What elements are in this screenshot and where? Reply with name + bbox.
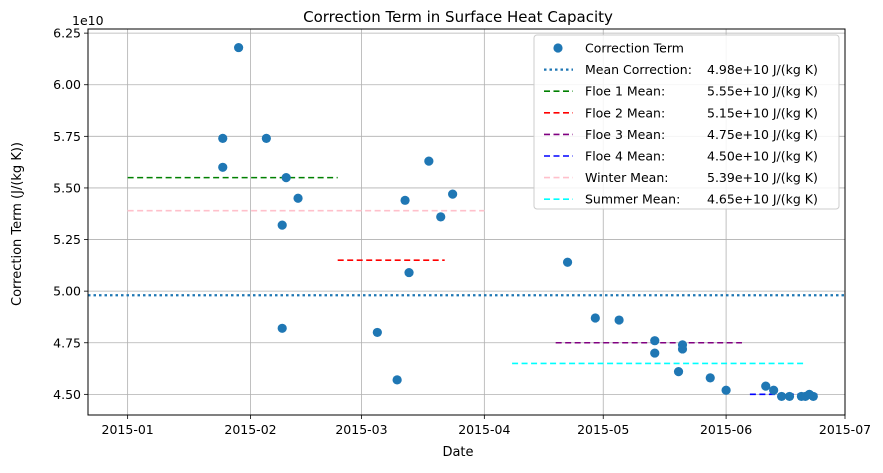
x-tick-label: 2015-07 (819, 422, 871, 437)
y-tick-label: 5.75 (53, 129, 81, 144)
legend-label: Summer Mean: (585, 192, 680, 207)
y-tick-label: 5.50 (53, 180, 81, 195)
mean-lines (88, 176, 845, 396)
data-point (400, 195, 410, 205)
y-tick-label: 4.75 (53, 335, 81, 350)
data-point (650, 336, 660, 346)
x-tick-label: 2015-02 (224, 422, 276, 437)
x-tick-label: 2015-01 (102, 422, 154, 437)
y-axis-label: Correction Term (J/(kg K)) (10, 142, 25, 306)
y-tick-label: 6.25 (53, 26, 81, 41)
data-point (590, 313, 600, 323)
y-tick-label: 4.50 (53, 387, 81, 402)
plot-frame (87, 28, 846, 416)
data-point (776, 391, 787, 402)
data-point (614, 315, 624, 325)
x-tick-label: 2015-04 (458, 422, 510, 437)
data-point (562, 257, 573, 267)
legend-value: 4.75e+10 J/(kg K) (707, 127, 818, 142)
data-point (392, 375, 402, 385)
legend-marker (553, 43, 563, 53)
data-point (436, 212, 446, 222)
data-points (218, 42, 818, 402)
x-axis-label: Date (442, 445, 473, 460)
legend-label: Winter Mean: (585, 170, 668, 185)
data-point (769, 385, 779, 395)
legend-label: Floe 3 Mean: (585, 127, 665, 142)
data-point (424, 156, 434, 166)
data-point (293, 193, 303, 203)
legend-label: Floe 2 Mean: (585, 105, 665, 120)
data-point (277, 323, 287, 333)
data-point (218, 133, 228, 144)
data-point (234, 42, 244, 53)
legend-value: 5.39e+10 J/(kg K) (707, 170, 818, 185)
data-point (218, 162, 228, 172)
legend-value: 4.98e+10 J/(kg K) (707, 62, 818, 77)
legend-value: 4.50e+10 J/(kg K) (707, 149, 818, 164)
data-point (784, 391, 795, 402)
data-point (277, 220, 287, 230)
data-point (650, 348, 660, 358)
data-point (721, 385, 731, 395)
data-point (673, 367, 684, 377)
x-tick-label: 2015-06 (700, 422, 752, 437)
y-tick-label: 6.00 (53, 77, 81, 92)
legend-box (533, 34, 840, 210)
data-point (261, 133, 271, 144)
data-point (281, 173, 291, 183)
data-point (404, 267, 414, 278)
legend-value: 5.55e+10 J/(kg K) (707, 84, 818, 99)
legend-label: Mean Correction: (585, 62, 692, 77)
legend-label: Floe 1 Mean: (585, 84, 665, 99)
legend-label: Floe 4 Mean: (585, 149, 665, 164)
x-axis: 2015-01 2015-02 2015-03 2015-04 2015-05 2015-… (102, 415, 871, 437)
y-axis-offset-label: 1e10 (72, 13, 104, 28)
y-axis: 4.50 4.75 5.00 5.25 5.50 5.75 6.00 6.25 (53, 26, 88, 402)
legend-value: 4.65e+10 J/(kg K) (707, 192, 818, 207)
x-tick-label: 2015-03 (335, 422, 387, 437)
data-point (448, 189, 458, 199)
data-point (677, 344, 688, 354)
legend-label: Correction Term (585, 41, 684, 56)
legend: Correction Term Mean Correction: 4.98e+10 … (533, 34, 840, 210)
y-tick-label: 5.00 (53, 284, 81, 299)
data-point (705, 373, 715, 383)
data-point (761, 381, 771, 391)
chart-title: Correction Term in Surface Heat Capacity (303, 8, 613, 26)
legend-value: 5.15e+10 J/(kg K) (707, 105, 818, 120)
x-tick-label: 2015-05 (577, 422, 629, 437)
data-point (372, 327, 382, 338)
y-tick-label: 5.25 (53, 232, 81, 247)
data-point (808, 391, 818, 402)
